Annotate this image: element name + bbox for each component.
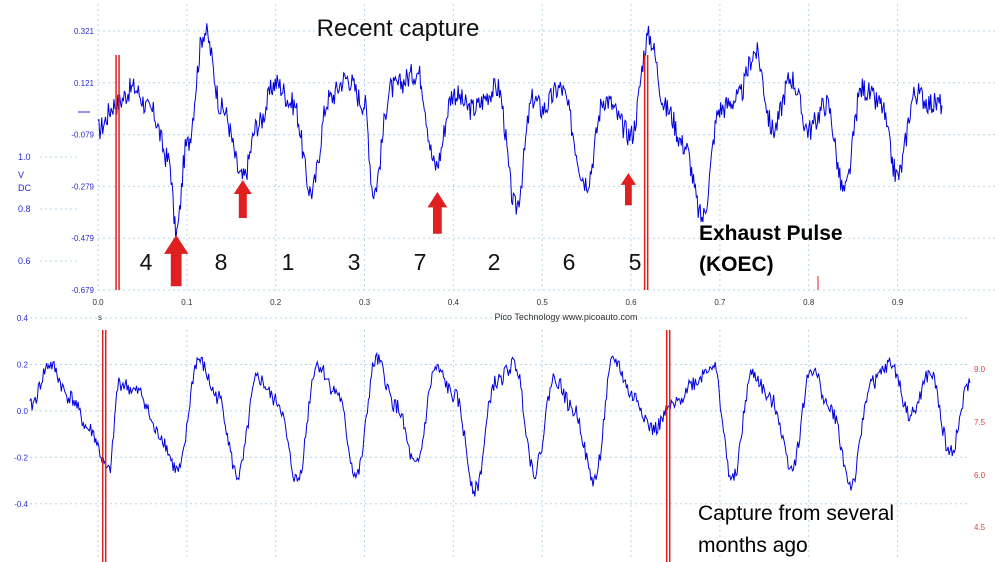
- bottom-y-tick-label: -0.4: [14, 500, 28, 509]
- old-capture-trace: [29, 351, 971, 497]
- top-y-tick-label: 0.121: [74, 79, 95, 88]
- bottom-y-tick-label: 0.4: [17, 314, 29, 323]
- red-arrow-marker: [620, 173, 637, 206]
- top-x-tick-label: 0.3: [359, 298, 371, 307]
- top-x-tick-label: 0.4: [448, 298, 460, 307]
- top-y-tick-label: -0.279: [71, 182, 94, 191]
- top-y-tick-label: -0.679: [71, 286, 94, 295]
- left-secondary-unit-dc: DC: [18, 183, 31, 193]
- bottom-right-tick-label: 7.5: [974, 418, 986, 427]
- waveform-traces: [29, 23, 971, 497]
- old-capture-label-line1: Capture from several: [698, 502, 894, 525]
- bottom-right-tick-label: 4.5: [974, 523, 986, 532]
- top-x-tick-label: 0.6: [625, 298, 637, 307]
- bottom-y-tick-label: -0.2: [14, 453, 28, 462]
- red-arrow-marker: [233, 180, 252, 218]
- old-capture-label-line2: months ago: [698, 534, 808, 557]
- top-x-tick-label: 0.2: [270, 298, 282, 307]
- top-x-tick-label: 0.9: [892, 298, 904, 307]
- cylinder-label: 7: [414, 249, 427, 275]
- left-secondary-unit-v: V: [18, 170, 24, 180]
- cylinder-label: 1: [282, 249, 295, 275]
- recent-capture-trace: [97, 23, 943, 243]
- left-secondary-tick-label: 0.8: [18, 204, 31, 214]
- cylinder-label: 8: [215, 249, 228, 275]
- cylinder-label: 4: [140, 249, 153, 275]
- red-arrow-marker: [164, 235, 189, 287]
- top-x-tick-label: 0.5: [537, 298, 549, 307]
- bottom-grid: [30, 317, 970, 560]
- footer-credit: Pico Technology www.picoauto.com: [495, 312, 638, 322]
- left-secondary-tick-label: 1.0: [18, 152, 31, 162]
- koec-label: (KOEC): [699, 253, 774, 276]
- bottom-right-tick-label: 6.0: [974, 471, 986, 480]
- cursor-markers: [101, 55, 819, 562]
- cylinder-label: 5: [629, 249, 642, 275]
- left-secondary-tick-label: 0.6: [18, 256, 31, 266]
- top-y-tick-label: -0.079: [71, 131, 94, 140]
- exhaust-pulse-label: Exhaust Pulse: [699, 222, 843, 245]
- chart-title: Recent capture: [317, 15, 480, 42]
- bottom-y-tick-label: 0.2: [17, 360, 29, 369]
- x-axis-unit-label: s: [98, 313, 102, 322]
- cylinder-label: 3: [348, 249, 361, 275]
- cylinder-label: 2: [488, 249, 501, 275]
- cylinder-order-labels: 4 8 1 3 7 2 6 5: [140, 249, 642, 275]
- bottom-y-tick-label: 0.0: [17, 407, 29, 416]
- top-x-tick-label: 0.8: [803, 298, 815, 307]
- red-arrow-marker: [427, 192, 448, 234]
- top-grid: [40, 4, 998, 291]
- bottom-right-tick-label: 9.0: [974, 365, 986, 374]
- cylinder-label: 6: [563, 249, 576, 275]
- top-y-tick-label: -0.479: [71, 234, 94, 243]
- top-x-tick-label: 0.1: [181, 298, 193, 307]
- arrow-markers: [164, 173, 637, 287]
- top-x-tick-label: 0.0: [92, 298, 104, 307]
- top-y-tick-label: 0.321: [74, 27, 95, 36]
- top-x-tick-label: 0.7: [714, 298, 726, 307]
